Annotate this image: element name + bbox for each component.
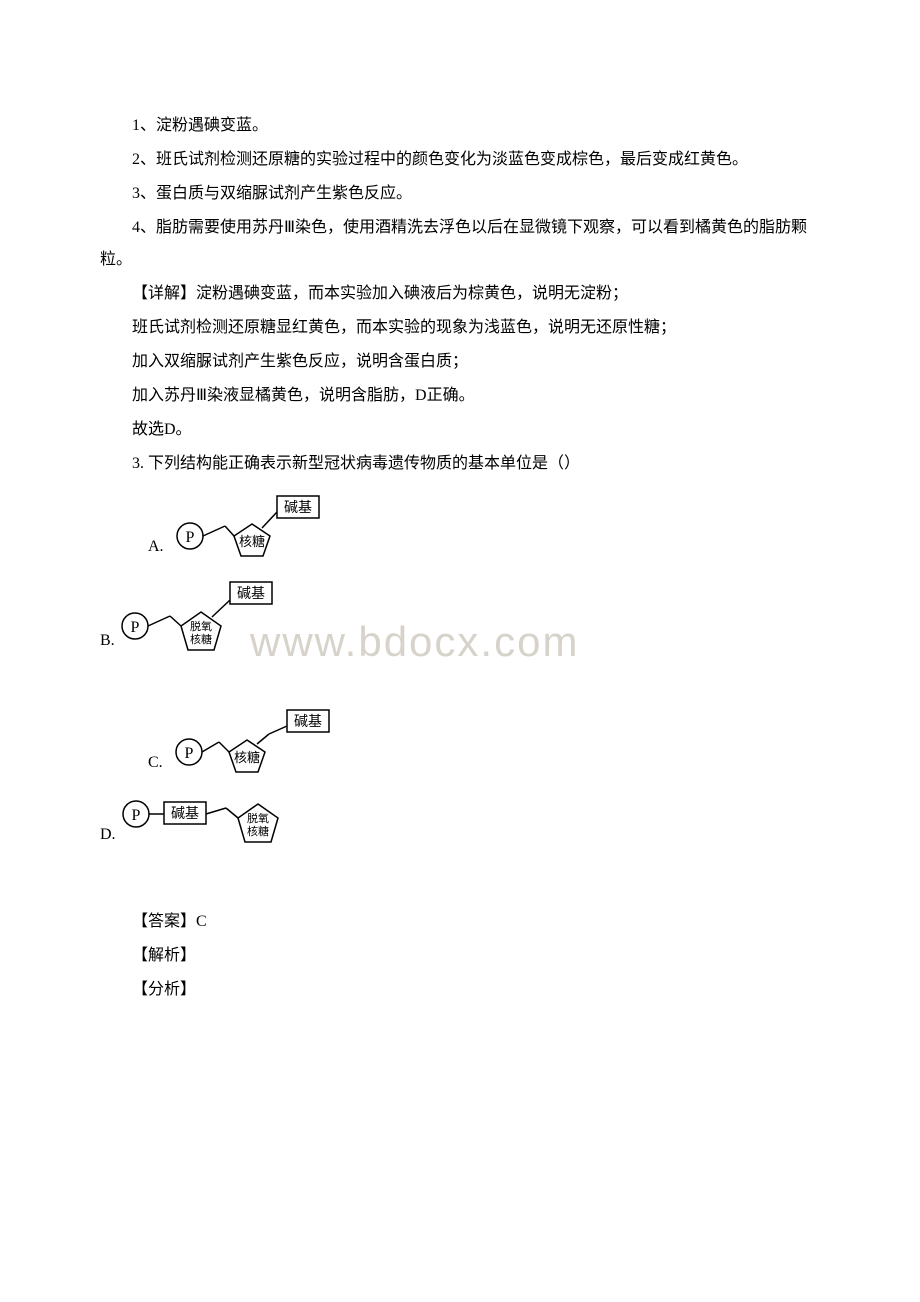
svg-text:核糖: 核糖 [190,632,212,646]
svg-text:脱氧: 脱氧 [190,619,212,633]
diagram-a: P 核糖 碱基 [170,488,330,560]
svg-text:碱基: 碱基 [284,499,312,516]
para-8: 加入苏丹Ⅲ染液显橘黄色，说明含脂肪，D正确。 [100,380,820,412]
svg-text:核糖: 核糖 [239,534,265,549]
svg-text:核糖: 核糖 [234,750,260,765]
diagram-c: P 核糖 碱基 [169,704,349,776]
option-b-row: B. P 脱氧 核糖 碱基 [100,574,820,654]
para-4: 4、脂肪需要使用苏丹Ⅲ染色，使用酒精洗去浮色以后在显微镜下观察，可以看到橘黄色的… [100,212,820,276]
question-3: 3. 下列结构能正确表示新型冠状病毒遗传物质的基本单位是（） [100,448,820,480]
option-a-row: A. P 核糖 碱基 [148,488,820,560]
para-6: 班氏试剂检测还原糖显红黄色，而本实验的现象为浅蓝色，说明无还原性糖； [100,312,820,344]
diagram-d: P 碱基 脱氧 核糖 [116,790,316,848]
svg-text:碱基: 碱基 [237,585,265,602]
answer: 【答案】C [100,906,820,938]
para-9: 故选D。 [100,414,820,446]
analysis: 【分析】 [100,974,820,1006]
svg-text:核糖: 核糖 [247,824,269,838]
para-5: 【详解】淀粉遇碘变蓝，而本实验加入碘液后为棕黄色，说明无淀粉； [100,278,820,310]
option-c-row: C. P 核糖 碱基 [148,704,820,776]
svg-text:碱基: 碱基 [294,713,322,730]
option-b-label: B. [100,632,115,654]
diagram-b: P 脱氧 核糖 碱基 [115,574,295,654]
svg-text:P: P [131,807,140,824]
option-c-label: C. [148,754,163,776]
para-2: 2、班氏试剂检测还原糖的实验过程中的颜色变化为淡蓝色变成棕色，最后变成红黄色。 [100,144,820,176]
svg-text:P: P [130,619,139,636]
option-d-label: D. [100,826,116,848]
option-d-row: D. P 碱基 脱氧 核糖 [100,790,820,848]
svg-text:碱基: 碱基 [171,805,199,822]
svg-text:P: P [184,745,193,762]
svg-text:P: P [185,529,194,546]
option-a-label: A. [148,538,164,560]
para-3: 3、蛋白质与双缩脲试剂产生紫色反应。 [100,178,820,210]
para-1: 1、淀粉遇碘变蓝。 [100,110,820,142]
svg-text:脱氧: 脱氧 [247,811,269,825]
explanation: 【解析】 [100,940,820,972]
para-7: 加入双缩脲试剂产生紫色反应，说明含蛋白质； [100,346,820,378]
